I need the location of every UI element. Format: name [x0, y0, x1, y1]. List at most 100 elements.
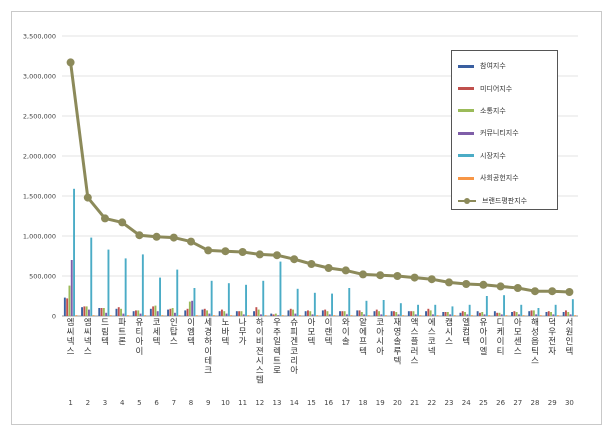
bar-시장지수-23	[451, 306, 454, 316]
bar-커뮤니티지수-22	[432, 314, 434, 316]
y-tick-label: 2,500,000	[23, 113, 56, 121]
bar-커뮤니티지수-20	[397, 314, 400, 316]
bar-참여지수-11	[235, 311, 238, 316]
bar-참여지수-29	[545, 312, 548, 316]
bar-커뮤니티지수-30	[569, 314, 572, 316]
bar-소통지수-24	[464, 312, 466, 316]
x-rank-label: 20	[393, 399, 402, 407]
bar-참여지수-22	[425, 311, 427, 316]
bar-사회공헌지수-11	[247, 315, 250, 316]
y-tick-label: 3,500,000	[23, 33, 56, 41]
legend-label: 커뮤니티지수	[480, 129, 519, 138]
bar-소통지수-5	[137, 310, 140, 316]
bar-참여지수-15	[304, 311, 307, 316]
bar-소통지수-18	[360, 312, 363, 316]
bar-미디어지수-10	[221, 309, 223, 316]
bar-시장지수-5	[141, 254, 144, 316]
bar-소통지수-9	[206, 310, 208, 316]
brand-index-point-23	[445, 278, 453, 287]
legend-swatch	[458, 197, 476, 204]
bar-시장지수-4	[124, 258, 127, 316]
bar-미디어지수-4	[117, 307, 120, 316]
bar-커뮤니티지수-25	[483, 314, 486, 316]
bar-참여지수-8	[184, 310, 187, 316]
brand-index-point-30	[565, 288, 574, 296]
bar-커뮤니티지수-10	[225, 313, 228, 316]
bar-참여지수-14	[287, 310, 290, 316]
brand-index-point-10	[221, 247, 230, 256]
bar-사회공헌지수-19	[385, 315, 387, 316]
bar-미디어지수-16	[324, 309, 327, 316]
bar-미디어지수-9	[203, 308, 206, 316]
bar-시장지수-16	[331, 293, 333, 316]
bar-사회공헌지수-18	[367, 315, 370, 316]
brand-index-point-13	[273, 251, 281, 260]
bar-시장지수-14	[296, 288, 299, 316]
bar-시장지수-11	[245, 284, 247, 316]
bar-커뮤니티지수-19	[380, 314, 383, 316]
bar-미디어지수-23	[444, 312, 447, 316]
legend-item: 미디어지수	[458, 77, 557, 99]
bar-미디어지수-19	[375, 309, 378, 316]
x-rank-label: 2	[86, 399, 90, 407]
y-tick-label: 3,000,000	[23, 73, 56, 81]
bar-사회공헌지수-22	[436, 315, 439, 316]
brand-index-point-29	[548, 287, 557, 296]
bar-커뮤니티지수-12	[260, 314, 262, 316]
bar-미디어지수-30	[565, 310, 567, 316]
y-tick-label: 0	[52, 313, 56, 321]
bar-시장지수-8	[193, 288, 196, 316]
bar-시장지수-20	[399, 303, 402, 316]
bar-사회공헌지수-30	[574, 315, 577, 316]
x-rank-label: 29	[548, 399, 557, 407]
brand-index-point-26	[496, 282, 505, 291]
legend-swatch	[458, 64, 474, 68]
x-rank-label: 8	[189, 399, 193, 407]
bar-커뮤니티지수-14	[294, 313, 297, 316]
bar-사회공헌지수-1	[75, 315, 78, 316]
bar-미디어지수-5	[135, 310, 137, 316]
bar-참여지수-18	[356, 310, 359, 316]
bar-참여지수-27	[511, 312, 513, 316]
bar-소통지수-11	[240, 311, 243, 316]
bar-미디어지수-18	[358, 310, 361, 316]
brand-index-point-3	[101, 214, 109, 223]
x-rank-label: 17	[341, 399, 350, 407]
legend-item: 커뮤니티지수	[458, 122, 557, 144]
y-tick-label: 500,000	[29, 273, 56, 281]
bar-미디어지수-14	[289, 308, 292, 316]
x-rank-label: 21	[410, 399, 419, 407]
brand-index-point-7	[169, 233, 178, 242]
bar-소통지수-27	[515, 312, 518, 316]
bar-사회공헌지수-25	[488, 315, 491, 316]
x-rank-label: 16	[324, 399, 333, 407]
x-rank-label: 30	[565, 399, 574, 407]
bar-참여지수-7	[167, 309, 169, 316]
bar-사회공헌지수-14	[299, 315, 301, 316]
bar-참여지수-19	[373, 311, 376, 316]
bar-소통지수-10	[223, 311, 226, 316]
x-rank-label: 6	[154, 399, 159, 407]
bar-참여지수-1	[63, 297, 66, 316]
bar-소통지수-16	[326, 311, 329, 316]
bar-참여지수-30	[562, 312, 565, 316]
bar-사회공헌지수-12	[264, 315, 267, 316]
bar-미디어지수-25	[479, 312, 481, 316]
bar-소통지수-19	[378, 311, 380, 316]
bar-소통지수-12	[257, 309, 260, 316]
bar-사회공헌지수-20	[402, 315, 405, 316]
x-rank-label: 12	[255, 399, 264, 407]
bar-참여지수-25	[476, 311, 479, 316]
